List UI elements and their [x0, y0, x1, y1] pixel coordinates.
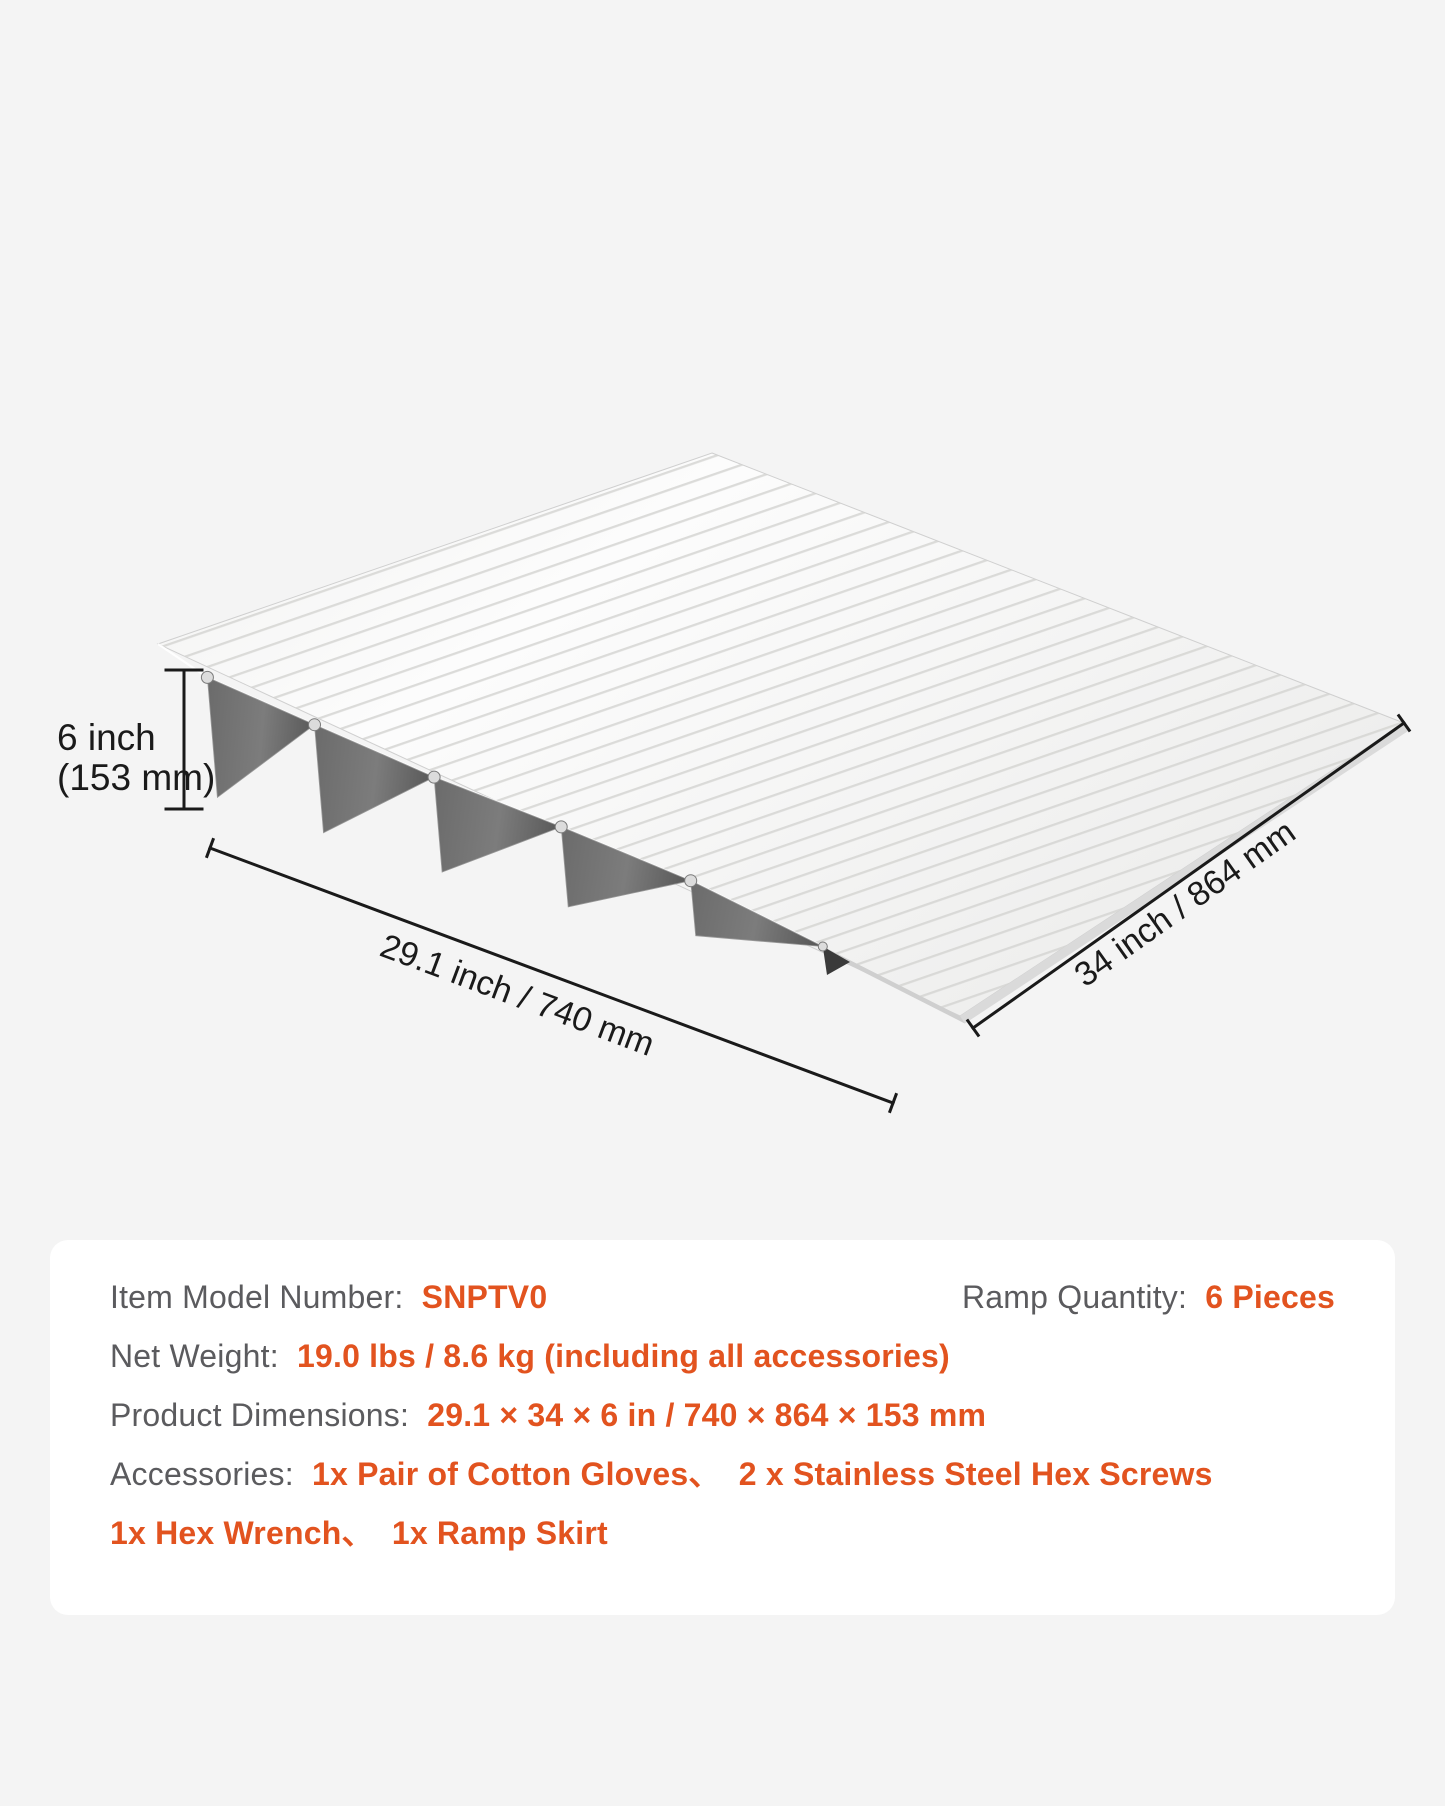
svg-text:(153 mm): (153 mm): [57, 757, 215, 798]
svg-text:29.1 inch / 740 mm: 29.1 inch / 740 mm: [375, 927, 659, 1064]
svg-text:6 inch: 6 inch: [57, 717, 156, 758]
